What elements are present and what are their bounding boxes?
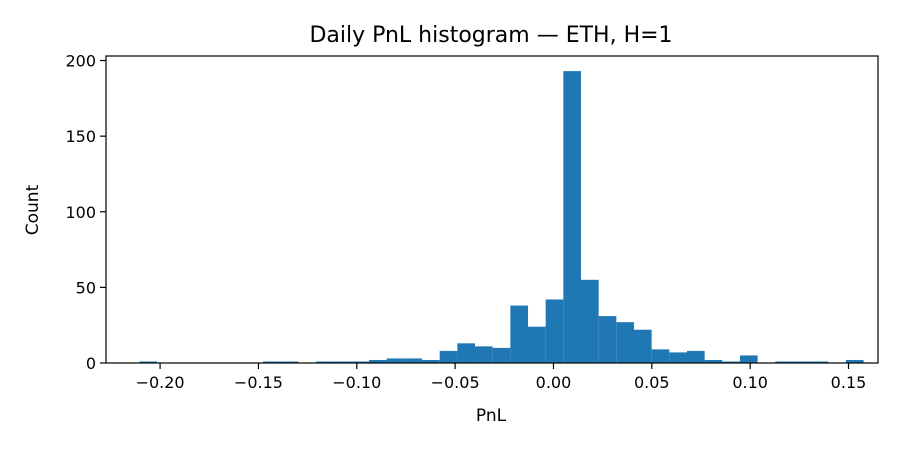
histogram-bars <box>139 71 864 364</box>
histogram-bar <box>263 361 281 363</box>
histogram-bar <box>704 359 723 363</box>
histogram-bar <box>528 326 546 363</box>
y-tick-label: 50 <box>76 278 96 297</box>
histogram-bar <box>422 359 440 363</box>
histogram-bar <box>598 316 617 363</box>
y-tick-label: 100 <box>65 203 96 222</box>
histogram-bar <box>545 299 564 363</box>
x-tick-label: 0.15 <box>831 373 867 392</box>
x-tick-label: −0.15 <box>234 373 283 392</box>
y-axis-label: Count <box>23 184 43 235</box>
histogram-bar <box>139 361 158 363</box>
histogram-bar <box>510 305 529 363</box>
x-tick-label: 0.05 <box>634 373 670 392</box>
x-tick-label: −0.05 <box>431 373 480 392</box>
histogram-bar <box>404 358 423 363</box>
histogram-bar <box>386 358 405 363</box>
histogram-bar <box>686 350 705 363</box>
histogram-bar <box>457 343 476 363</box>
histogram-bar <box>775 361 793 363</box>
y-tick-label: 0 <box>86 354 96 373</box>
x-tick-label: 0.10 <box>732 373 768 392</box>
x-tick-label: 0.00 <box>536 373 572 392</box>
histogram-bar <box>845 359 864 363</box>
x-tick-label: −0.10 <box>332 373 381 392</box>
plot-frame <box>105 55 879 364</box>
histogram-bar <box>280 361 299 363</box>
histogram-bar <box>810 361 829 363</box>
histogram-bar <box>563 71 581 364</box>
y-axis: 0 50 100 150 200 <box>65 52 106 373</box>
histogram-bar <box>492 347 511 363</box>
histogram-bar <box>351 361 370 363</box>
x-axis: −0.20 −0.15 −0.10 −0.05 0.00 0.05 0.10 0.15 <box>136 363 867 392</box>
histogram-bar <box>581 279 599 363</box>
y-tick-label: 150 <box>65 127 96 146</box>
histogram-bar <box>475 346 493 363</box>
histogram-bar <box>722 361 740 363</box>
chart-title: Daily PnL histogram — ETH, H=1 <box>309 23 672 48</box>
x-axis-label: PnL <box>476 406 507 426</box>
histogram-bar <box>651 349 670 363</box>
histogram-bar <box>369 359 387 363</box>
histogram-bar <box>739 355 758 363</box>
histogram-bar <box>792 361 811 363</box>
x-tick-label: −0.20 <box>136 373 185 392</box>
y-tick-label: 200 <box>65 52 96 71</box>
histogram-bar <box>669 352 687 363</box>
histogram-bar <box>316 361 334 363</box>
histogram-bar <box>333 361 352 363</box>
histogram-bar <box>616 322 634 363</box>
histogram-bar <box>633 329 652 363</box>
histogram-bar <box>439 350 458 363</box>
